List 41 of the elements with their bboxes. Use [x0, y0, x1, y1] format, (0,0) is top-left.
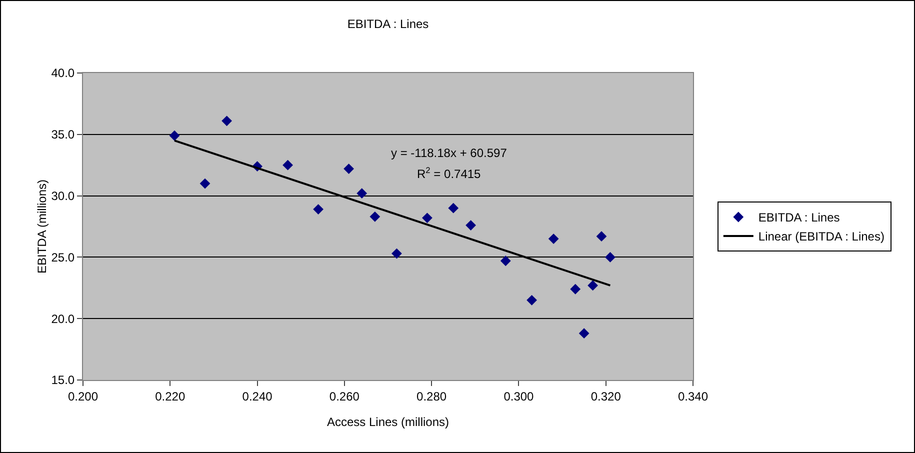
- point: [392, 248, 402, 259]
- point: [370, 211, 380, 222]
- annotation: R$^{2}$ = 0.7415: [417, 165, 482, 182]
- x-tick-label: 0.220: [155, 389, 186, 404]
- chart-title: EBITDA : Lines: [347, 16, 429, 31]
- point: [356, 188, 368, 199]
- point: [466, 220, 476, 230]
- point: [578, 328, 590, 339]
- x-tick-label: 0.240: [242, 389, 273, 404]
- annotation: y = -118.18x + 60.597: [391, 146, 508, 160]
- y-tick-label: 30.0: [51, 189, 75, 203]
- y-tick-label: 15.0: [51, 373, 75, 388]
- point: [570, 284, 581, 294]
- y-tick-label: 20.0: [51, 312, 75, 326]
- point: [422, 212, 432, 224]
- point: [548, 234, 559, 244]
- point: [282, 160, 293, 170]
- point: [588, 280, 598, 291]
- point: [448, 202, 459, 214]
- legend-label: EBITDA : Lines: [758, 210, 840, 225]
- y-tick-label: 35.0: [51, 128, 75, 142]
- x-tick-label: 0.200: [68, 389, 98, 404]
- y-axis-title: EBITDA (millions): [35, 179, 50, 274]
- point: [222, 116, 232, 126]
- point: [313, 204, 324, 215]
- point: [500, 256, 511, 266]
- point: [344, 164, 354, 174]
- x-tick-label: 0.300: [504, 389, 534, 404]
- x-axis-title: Access Lines (millions): [326, 415, 450, 429]
- point: [200, 178, 210, 189]
- y-tick-label: 25.0: [51, 250, 75, 264]
- point: [169, 130, 180, 141]
- x-tick-label: 0.260: [329, 389, 360, 404]
- legend-label: Linear (EBITDA : Lines): [758, 230, 884, 244]
- y-tick-label: 40.0: [51, 66, 75, 80]
- point: [526, 294, 537, 306]
- x-tick-label: 0.280: [416, 389, 447, 404]
- point: [605, 252, 616, 262]
- x-tick-label: 0.340: [678, 389, 708, 404]
- point: [596, 231, 607, 242]
- x-tick-label: 0.320: [590, 389, 622, 404]
